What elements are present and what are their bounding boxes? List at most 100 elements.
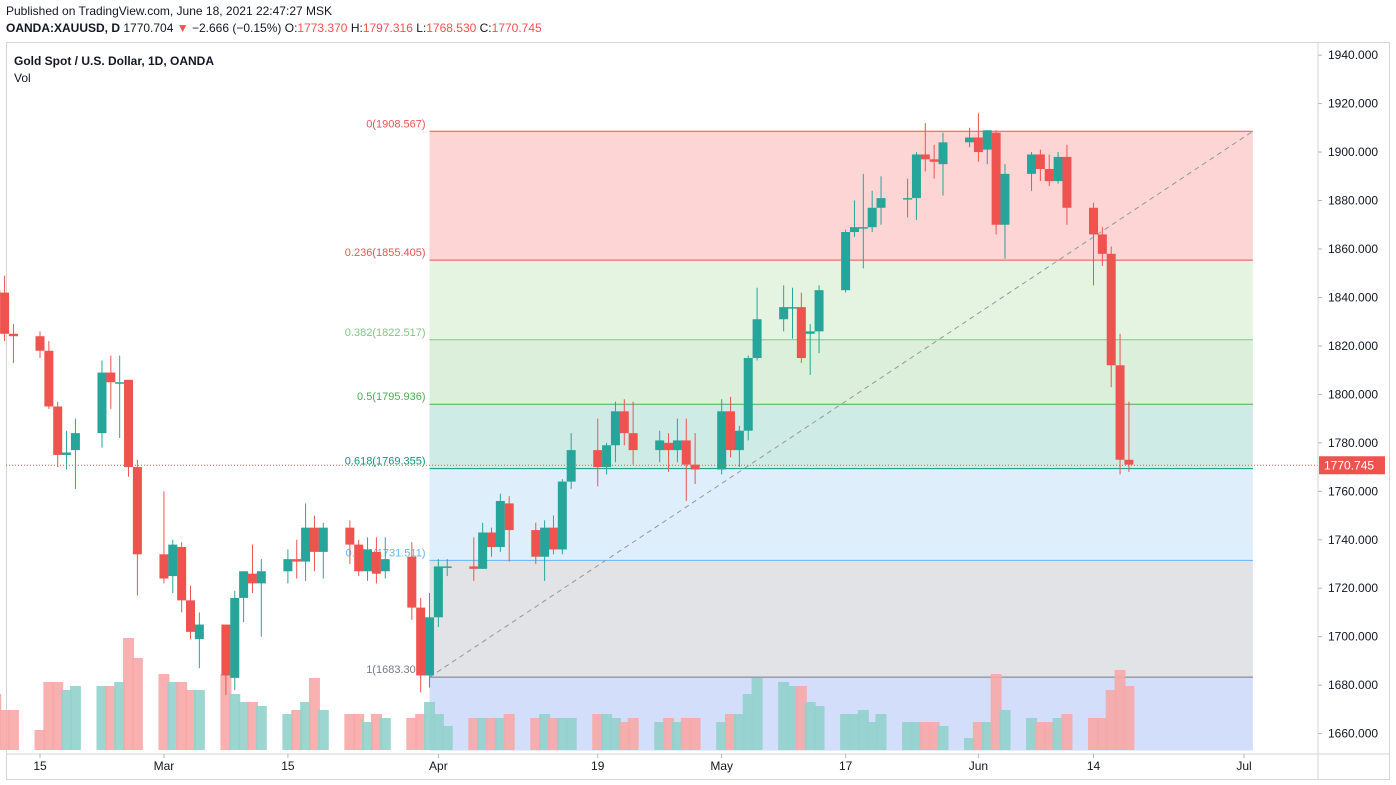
candle-body <box>292 559 302 562</box>
y-tick-label: 1860.000 <box>1328 242 1378 256</box>
volume-bar <box>663 718 675 750</box>
volume-bar <box>627 718 639 750</box>
down-arrow-icon: ▼ <box>176 21 189 35</box>
volume-bar <box>840 714 852 750</box>
candle-body <box>469 566 479 569</box>
candle-body <box>540 527 550 557</box>
candle-body <box>230 597 240 678</box>
volume-bar <box>964 738 976 750</box>
candle-body <box>628 433 638 451</box>
volume-bar <box>468 718 480 750</box>
change-value: −2.666 (−0.15%) <box>191 21 282 35</box>
volume-bar <box>733 714 745 750</box>
candle-body <box>256 571 266 584</box>
legend-vol: Vol <box>14 71 31 85</box>
x-tick-label: Jul <box>1236 759 1251 773</box>
candle-body <box>1053 156 1063 182</box>
volume-bar <box>857 710 869 750</box>
chart-frame[interactable] <box>6 42 1390 780</box>
candle-body <box>0 292 10 334</box>
volume-bar <box>671 722 683 750</box>
volume-bar <box>238 702 250 750</box>
candle-body <box>407 556 417 608</box>
candle-body <box>124 379 134 468</box>
candle-body <box>929 159 939 162</box>
volume-bar <box>370 714 382 750</box>
candle-body <box>717 411 727 470</box>
candle-body <box>1035 154 1045 170</box>
volume-bar <box>193 690 205 750</box>
volume-bar <box>282 714 294 750</box>
volume-bar <box>1105 690 1117 750</box>
candle-body <box>301 527 311 562</box>
published-line: Published on TradingView.com, June 18, 2… <box>6 4 332 18</box>
close-label: C: <box>479 21 492 35</box>
volume-bar <box>317 710 329 750</box>
volume-bar <box>618 722 630 750</box>
volume-bar <box>52 682 64 750</box>
volume-bar <box>795 686 807 750</box>
y-tick-label: 1780.000 <box>1328 436 1378 450</box>
y-tick-label: 1700.000 <box>1328 630 1378 644</box>
fib-zone-0.786 <box>429 560 1253 678</box>
volume-bar <box>158 674 170 750</box>
volume-bar <box>680 718 692 750</box>
volume-bar <box>176 682 188 750</box>
candle-body <box>681 440 691 465</box>
volume-bar <box>424 702 436 750</box>
y-tick-label: 1840.000 <box>1328 290 1378 304</box>
candle-body <box>779 307 789 320</box>
volume-bar <box>415 714 427 750</box>
volume-bar <box>344 714 356 750</box>
volume-bar <box>609 718 621 750</box>
candle-body <box>132 467 142 555</box>
volume-bar <box>990 674 1002 750</box>
volume-bar <box>742 694 754 750</box>
candle-body <box>239 571 249 598</box>
candle-body <box>8 333 18 337</box>
candle-series <box>0 113 1134 695</box>
candle-body <box>610 411 620 446</box>
volume-bar <box>477 718 489 750</box>
volume-bar <box>813 706 825 750</box>
candle-body <box>380 559 390 572</box>
y-tick-label: 1880.000 <box>1328 194 1378 208</box>
volume-bar <box>7 710 19 750</box>
volume-bar <box>910 722 922 750</box>
candle-body <box>53 406 63 455</box>
candle-body <box>363 549 373 572</box>
volume-bar <box>725 714 737 750</box>
candle-body <box>920 154 930 160</box>
volume-bar <box>167 682 179 750</box>
volume-bar <box>972 722 984 750</box>
volume-bar <box>43 682 55 750</box>
high-label: H: <box>350 21 363 35</box>
candle-body <box>982 130 992 150</box>
volume-bar <box>432 714 444 750</box>
y-tick-label: 1720.000 <box>1328 581 1378 595</box>
candle-body <box>796 307 806 359</box>
candle-body <box>548 527 558 550</box>
candle-body <box>602 445 612 468</box>
candle-body <box>531 530 541 557</box>
volume-bar <box>96 686 108 750</box>
candle-body <box>247 573 257 584</box>
volume-bar <box>999 710 1011 750</box>
candle-body <box>44 350 54 407</box>
price-axis[interactable]: 1660.000 1680.000 1700.000 1720.000 1740.000… <box>1318 48 1385 741</box>
y-tick-label: 1800.000 <box>1328 387 1378 401</box>
x-tick-label: May <box>710 759 733 773</box>
x-tick-label: 17 <box>839 759 853 773</box>
volume-bar <box>1052 718 1064 750</box>
y-tick-label: 1660.000 <box>1328 727 1378 741</box>
low-label: L: <box>416 21 427 35</box>
time-axis[interactable]: 15 Mar 15 Apr 19 May 17 Jun 14 Jul <box>33 754 1252 773</box>
volume-bar <box>547 718 559 750</box>
candle-body <box>35 336 45 351</box>
volume-bar <box>592 714 604 750</box>
y-tick-label: 1940.000 <box>1328 48 1378 62</box>
candle-body <box>1124 459 1134 465</box>
volume-bar <box>105 686 117 750</box>
candle-body <box>1062 156 1072 208</box>
